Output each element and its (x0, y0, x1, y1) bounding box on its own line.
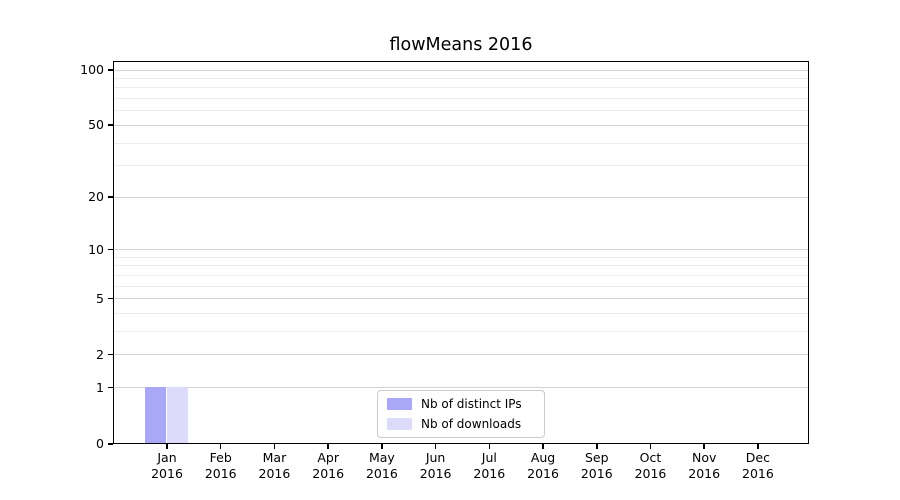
x-tick-mark (219, 444, 222, 449)
y-tick-label: 2 (96, 346, 104, 362)
x-tick-label: Jan 2016 (135, 450, 199, 481)
grid-line-minor (114, 331, 808, 333)
bar-nb-of-downloads (166, 387, 189, 443)
x-tick-label-line: Sep (584, 450, 609, 465)
x-tick-label-line: 2016 (473, 465, 506, 481)
x-tick-label: Oct 2016 (618, 450, 682, 481)
legend-item: Nb of distinct IPs (387, 396, 535, 412)
x-tick-label-line: 2016 (365, 465, 398, 481)
y-tick-mark (108, 124, 113, 126)
x-tick-label-line: 2016 (258, 465, 291, 481)
grid-line-minor (114, 142, 808, 144)
y-tick-label: 1 (96, 379, 104, 395)
x-tick-label-line: Oct (639, 450, 662, 465)
x-tick-label-line: 2016 (312, 465, 345, 481)
x-tick-mark (166, 444, 168, 449)
x-tick-label-line: 2016 (527, 465, 559, 481)
x-tick-label: Nov 2016 (672, 450, 736, 481)
grid-line-major (114, 124, 808, 126)
grid-line-minor (114, 285, 808, 287)
legend-swatch-icon (387, 418, 412, 430)
x-tick-label-line: Nov (691, 450, 717, 465)
x-tick-label-line: May (368, 450, 395, 465)
x-tick-label: Aug 2016 (511, 450, 575, 481)
x-tick-label-line: Jul (481, 450, 497, 465)
x-tick-mark (381, 444, 383, 449)
x-tick-label: Feb 2016 (189, 450, 253, 481)
y-tick-mark (108, 196, 113, 198)
grid-line-minor (114, 110, 808, 112)
grid-line-major (114, 69, 808, 71)
x-tick-label-line: Aug (530, 450, 556, 465)
x-tick-label-line: 2016 (419, 465, 452, 481)
x-tick-mark (703, 444, 705, 449)
x-tick-mark (488, 444, 491, 449)
x-tick-mark (273, 444, 276, 449)
x-tick-label: May 2016 (350, 450, 414, 481)
grid-line-minor (114, 78, 808, 80)
x-tick-mark (596, 444, 598, 449)
grid-line-minor (114, 165, 808, 167)
plot-area (113, 61, 809, 444)
x-tick-mark (649, 444, 652, 449)
grid-line-minor (114, 275, 808, 277)
grid-line-major (114, 196, 808, 198)
x-tick-label-line: 2016 (688, 465, 721, 481)
legend-swatch-icon (387, 398, 412, 410)
x-tick-label-line: 2016 (634, 465, 667, 481)
y-tick-label: 20 (88, 189, 104, 205)
grid-line-major (114, 387, 808, 389)
y-tick-mark (108, 69, 113, 71)
grid-line-minor (114, 313, 808, 315)
grid-line-minor (114, 87, 808, 89)
y-tick-label: 5 (96, 290, 104, 306)
x-tick-label-line: Dec (745, 450, 770, 465)
bar-nb-of-distinct-ips (144, 387, 167, 443)
x-tick-label: Jun 2016 (404, 450, 468, 481)
y-tick-label: 50 (88, 117, 104, 133)
y-tick-mark (108, 297, 113, 300)
x-tick-mark (327, 444, 329, 449)
x-tick-label: Jul 2016 (457, 450, 521, 481)
chart-title: flowMeans 2016 (389, 35, 533, 55)
y-tick-mark (108, 443, 113, 445)
grid-line-major (114, 354, 808, 356)
grid-line-minor (114, 265, 808, 267)
x-tick-label-line: Jan (157, 450, 177, 465)
x-tick-label-line: Apr (317, 450, 339, 465)
x-tick-label: Mar 2016 (242, 450, 306, 481)
y-tick-mark (108, 353, 113, 356)
legend-item-label: Nb of downloads (421, 417, 522, 431)
x-tick-label-line: 2016 (742, 465, 774, 481)
x-tick-label-line: Feb (209, 450, 232, 465)
x-tick-label-line: Mar (262, 450, 287, 465)
grid-line-minor (114, 256, 808, 258)
y-tick-label: 100 (80, 62, 104, 78)
grid-line-major (114, 249, 808, 251)
grid-line-major (114, 298, 808, 300)
x-tick-label-line: Jun (425, 450, 446, 465)
x-tick-label: Dec 2016 (726, 450, 790, 481)
x-tick-mark (757, 444, 759, 449)
legend-item-label: Nb of distinct IPs (421, 397, 522, 411)
x-tick-mark (434, 444, 437, 449)
y-tick-mark (108, 386, 113, 389)
grid-line-minor (114, 98, 808, 100)
y-tick-label: 10 (88, 241, 104, 257)
x-tick-label: Apr 2016 (296, 450, 360, 481)
y-tick-label: 0 (96, 436, 104, 451)
x-tick-label-line: 2016 (580, 465, 613, 481)
legend: Nb of distinct IPs Nb of downloads (377, 390, 545, 438)
x-tick-label-line: 2016 (151, 465, 183, 481)
x-tick-label-line: 2016 (204, 465, 237, 481)
y-tick-mark (108, 248, 113, 251)
x-tick-label: Sep 2016 (565, 450, 629, 481)
legend-item: Nb of downloads (387, 416, 535, 432)
x-tick-mark (542, 444, 544, 449)
